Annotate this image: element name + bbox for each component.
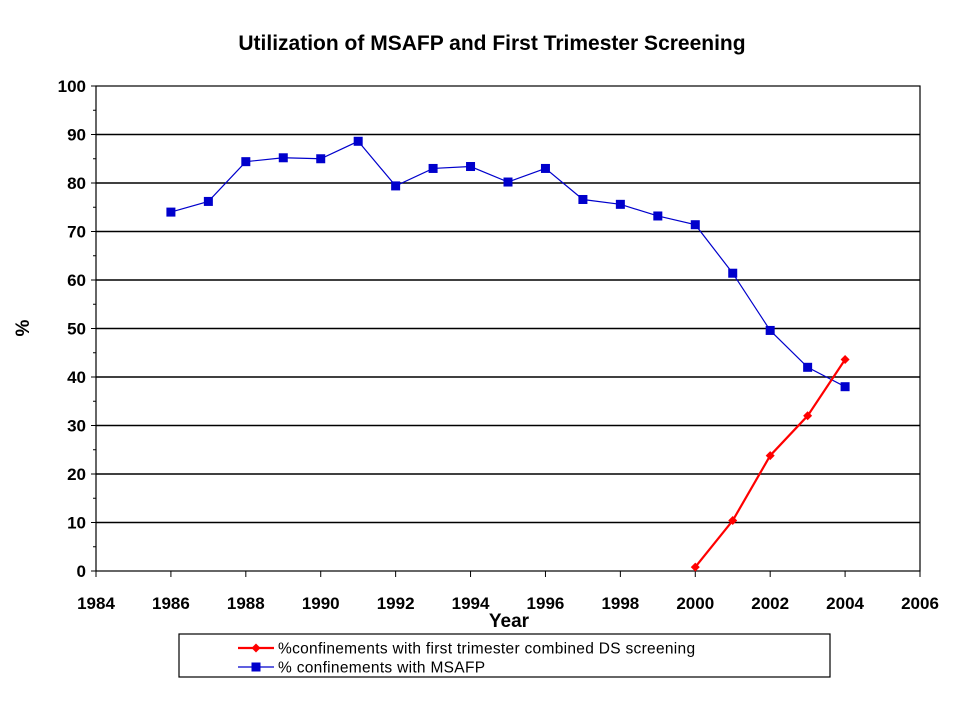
y-tick-label: 60 [67, 271, 86, 290]
x-tick-label: 1996 [527, 594, 565, 613]
legend-label: % confinements with MSAFP [278, 660, 485, 677]
data-point [728, 268, 738, 278]
data-point [540, 163, 550, 173]
data-point [203, 196, 213, 206]
series-line [694, 358, 847, 568]
y-tick-label: 0 [77, 562, 86, 581]
data-point [615, 199, 625, 209]
data-point [428, 163, 438, 173]
legend-marker [251, 643, 261, 653]
y-tick-label: 70 [67, 223, 86, 242]
x-tick-label: 1990 [302, 594, 340, 613]
y-axis-label: % [13, 319, 34, 336]
data-point [653, 211, 663, 221]
x-tick-label: 2006 [901, 594, 939, 613]
y-tick-label: 10 [67, 514, 86, 533]
data-point [241, 157, 251, 167]
data-point [803, 411, 813, 421]
y-axis: 0 10 20 30 40 50 60 70 80 90 100 [58, 77, 96, 581]
x-tick-label: 1986 [152, 594, 190, 613]
series-first-trimester [690, 355, 850, 572]
legend-label: %confinements with first trimester combi… [278, 641, 695, 658]
series-layer [166, 136, 850, 572]
data-point [316, 154, 326, 164]
data-point [690, 562, 700, 572]
data-point [578, 194, 588, 204]
x-axis-label: Year [489, 611, 530, 632]
y-tick-label: 40 [67, 368, 86, 387]
data-point [803, 362, 813, 372]
legend-marker [251, 662, 261, 672]
legend-item: %confinements with first trimester combi… [238, 641, 695, 658]
legend-item: % confinements with MSAFP [238, 660, 485, 677]
y-tick-label: 50 [67, 320, 86, 339]
data-point [765, 451, 775, 461]
x-tick-label: 1992 [377, 594, 415, 613]
data-point [690, 220, 700, 230]
data-point [278, 153, 288, 163]
data-point [840, 355, 850, 365]
chart-title: Utilization of MSAFP and First Trimester… [238, 32, 745, 55]
series-msafp [166, 136, 850, 392]
data-point [353, 136, 363, 146]
data-point [466, 162, 476, 172]
x-axis: 1984 1986 1988 1990 1992 1994 1996 1998 2000 2002… [77, 571, 939, 613]
y-tick-label: 100 [58, 77, 86, 96]
legend: %confinements with first trimester combi… [178, 633, 831, 678]
data-point [503, 177, 513, 187]
y-tick-label: 80 [67, 174, 86, 193]
y-tick-label: 30 [67, 417, 86, 436]
x-tick-label: 2000 [676, 594, 714, 613]
y-tick-label: 90 [67, 126, 86, 145]
x-tick-label: 1994 [452, 594, 490, 613]
x-tick-label: 2004 [826, 594, 864, 613]
x-tick-label: 1998 [601, 594, 639, 613]
data-point [391, 181, 401, 191]
data-point [728, 516, 738, 526]
x-tick-label: 1988 [227, 594, 265, 613]
data-point [765, 325, 775, 335]
x-tick-label: 2002 [751, 594, 789, 613]
y-tick-label: 20 [67, 465, 86, 484]
data-point [166, 207, 176, 217]
x-tick-label: 1984 [77, 594, 115, 613]
grid [96, 133, 920, 524]
data-point [840, 382, 850, 392]
legend-box [178, 633, 831, 678]
